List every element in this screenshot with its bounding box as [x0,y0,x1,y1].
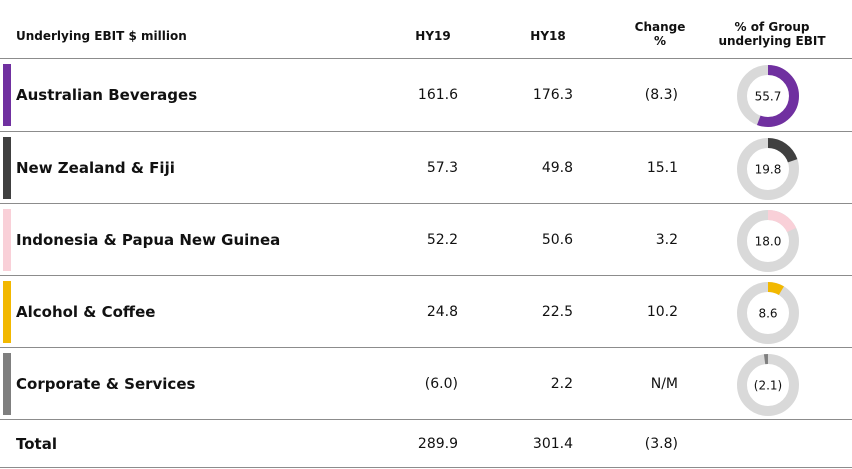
change-value: N/M [610,348,678,420]
hy19-value: 57.3 [380,132,458,204]
table-header: Underlying EBIT $ million HY19 HY18 Chan… [0,0,852,58]
hy18-column-header: HY18 [523,29,573,43]
hy18-value: 50.6 [495,204,573,276]
segment-name: Indonesia & Papua New Guinea [16,204,280,276]
segment-color-bar [3,353,11,415]
share-column-header: % of Group underlying EBIT [710,20,834,48]
donut-share-label: 55.7 [755,90,782,104]
hy19-value: (6.0) [380,348,458,420]
change-value: 3.2 [610,204,678,276]
hy19-value: 52.2 [380,204,458,276]
donut-share-label: 8.6 [758,307,777,321]
segment-color-bar [3,209,11,271]
total-change-value: (3.8) [610,420,678,468]
change-column-header: Change % [624,20,696,48]
segment-color-bar [3,281,11,343]
table-row: Indonesia & Papua New Guinea 52.2 50.6 3… [0,204,852,276]
share-donut: 55.7 [735,63,801,129]
segment-name: Corporate & Services [16,348,195,420]
segment-color-bar [3,64,11,126]
segment-column-header: Underlying EBIT $ million [16,29,187,43]
share-donut: 18.0 [735,208,801,274]
segment-name: New Zealand & Fiji [16,132,175,204]
divider [0,467,852,468]
table-row: New Zealand & Fiji 57.3 49.8 15.1 19.8 [0,132,852,204]
donut-share-label: 18.0 [755,235,782,249]
change-header-line2: % [624,34,696,48]
share-donut: 8.6 [735,280,801,346]
segment-name: Australian Beverages [16,59,197,131]
share-header-line1: % of Group [710,20,834,34]
total-hy19-value: 289.9 [380,420,458,468]
hy18-value: 49.8 [495,132,573,204]
table-row: Australian Beverages 161.6 176.3 (8.3) 5… [0,59,852,131]
hy18-value: 22.5 [495,276,573,348]
total-row: Total 289.9 301.4 (3.8) [0,420,852,468]
change-header-line1: Change [624,20,696,34]
share-donut: 19.8 [735,136,801,202]
total-label: Total [16,420,57,468]
change-value: (8.3) [610,59,678,131]
hy18-value: 176.3 [495,59,573,131]
hy18-value: 2.2 [495,348,573,420]
hy19-column-header: HY19 [408,29,458,43]
segment-color-bar [3,137,11,199]
table-row: Corporate & Services (6.0) 2.2 N/M (2.1) [0,348,852,420]
hy19-value: 24.8 [380,276,458,348]
change-value: 10.2 [610,276,678,348]
share-header-line2: underlying EBIT [710,34,834,48]
share-donut: (2.1) [735,352,801,418]
change-value: 15.1 [610,132,678,204]
donut-share-label: (2.1) [754,379,782,393]
hy19-value: 161.6 [380,59,458,131]
segment-name: Alcohol & Coffee [16,276,155,348]
table-row: Alcohol & Coffee 24.8 22.5 10.2 8.6 [0,276,852,348]
donut-share-label: 19.8 [755,163,782,177]
total-hy18-value: 301.4 [495,420,573,468]
